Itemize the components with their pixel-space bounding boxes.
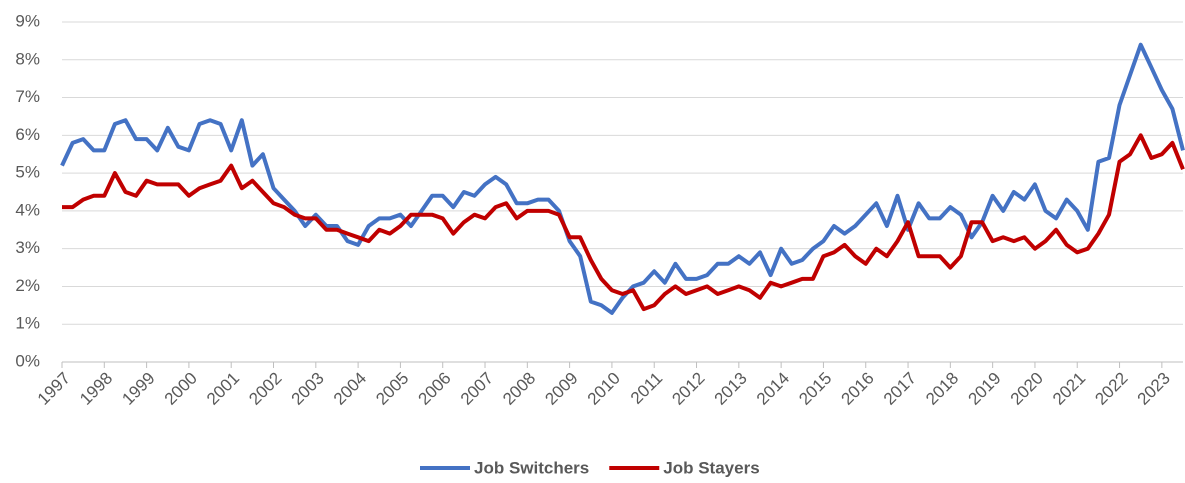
x-tick-label: 2017 [880,369,920,409]
y-tick-label: 0% [15,351,40,370]
x-tick-label: 2014 [753,369,793,409]
x-tick-label: 2005 [372,369,412,409]
x-tick-label: 2016 [838,369,878,409]
x-tick-label: 2011 [627,369,666,408]
x-tick-label: 2013 [711,369,751,409]
x-tick-label: 2008 [499,369,539,409]
y-tick-label: 6% [15,125,40,144]
x-tick-label: 2000 [161,369,201,409]
x-tick-label: 2015 [795,369,835,409]
x-tick-label: 1999 [118,369,158,409]
x-tick-label: 2022 [1091,369,1131,409]
x-tick-label: 2010 [584,369,624,409]
y-tick-label: 2% [15,276,40,295]
x-tick-label: 2018 [922,369,962,409]
x-tick-label: 2023 [1134,369,1174,409]
x-tick-label: 2006 [415,369,455,409]
y-tick-label: 4% [15,200,40,219]
x-tick-label: 2012 [668,369,708,409]
x-tick-label: 1997 [34,369,74,409]
x-tick-label: 2003 [288,369,328,409]
y-tick-label: 3% [15,238,40,257]
x-tick-label: 2009 [541,369,581,409]
legend-label: Job Switchers [474,458,589,477]
y-tick-label: 1% [15,314,40,333]
x-tick-label: 2020 [1007,369,1047,409]
x-tick-label: 1998 [76,369,116,409]
legend-label: Job Stayers [663,458,759,477]
y-tick-label: 9% [15,11,40,30]
y-tick-label: 7% [15,87,40,106]
x-tick-label: 2007 [457,369,497,409]
x-tick-label: 2001 [203,369,243,409]
y-tick-label: 5% [15,163,40,182]
series-line [62,133,1185,312]
x-tick-label: 2002 [245,369,285,409]
x-tick-label: 2004 [330,369,370,409]
x-tick-label: 2019 [964,369,1004,409]
x-tick-label: 2021 [1049,369,1089,409]
y-tick-label: 8% [15,49,40,68]
series-line [60,42,1185,315]
